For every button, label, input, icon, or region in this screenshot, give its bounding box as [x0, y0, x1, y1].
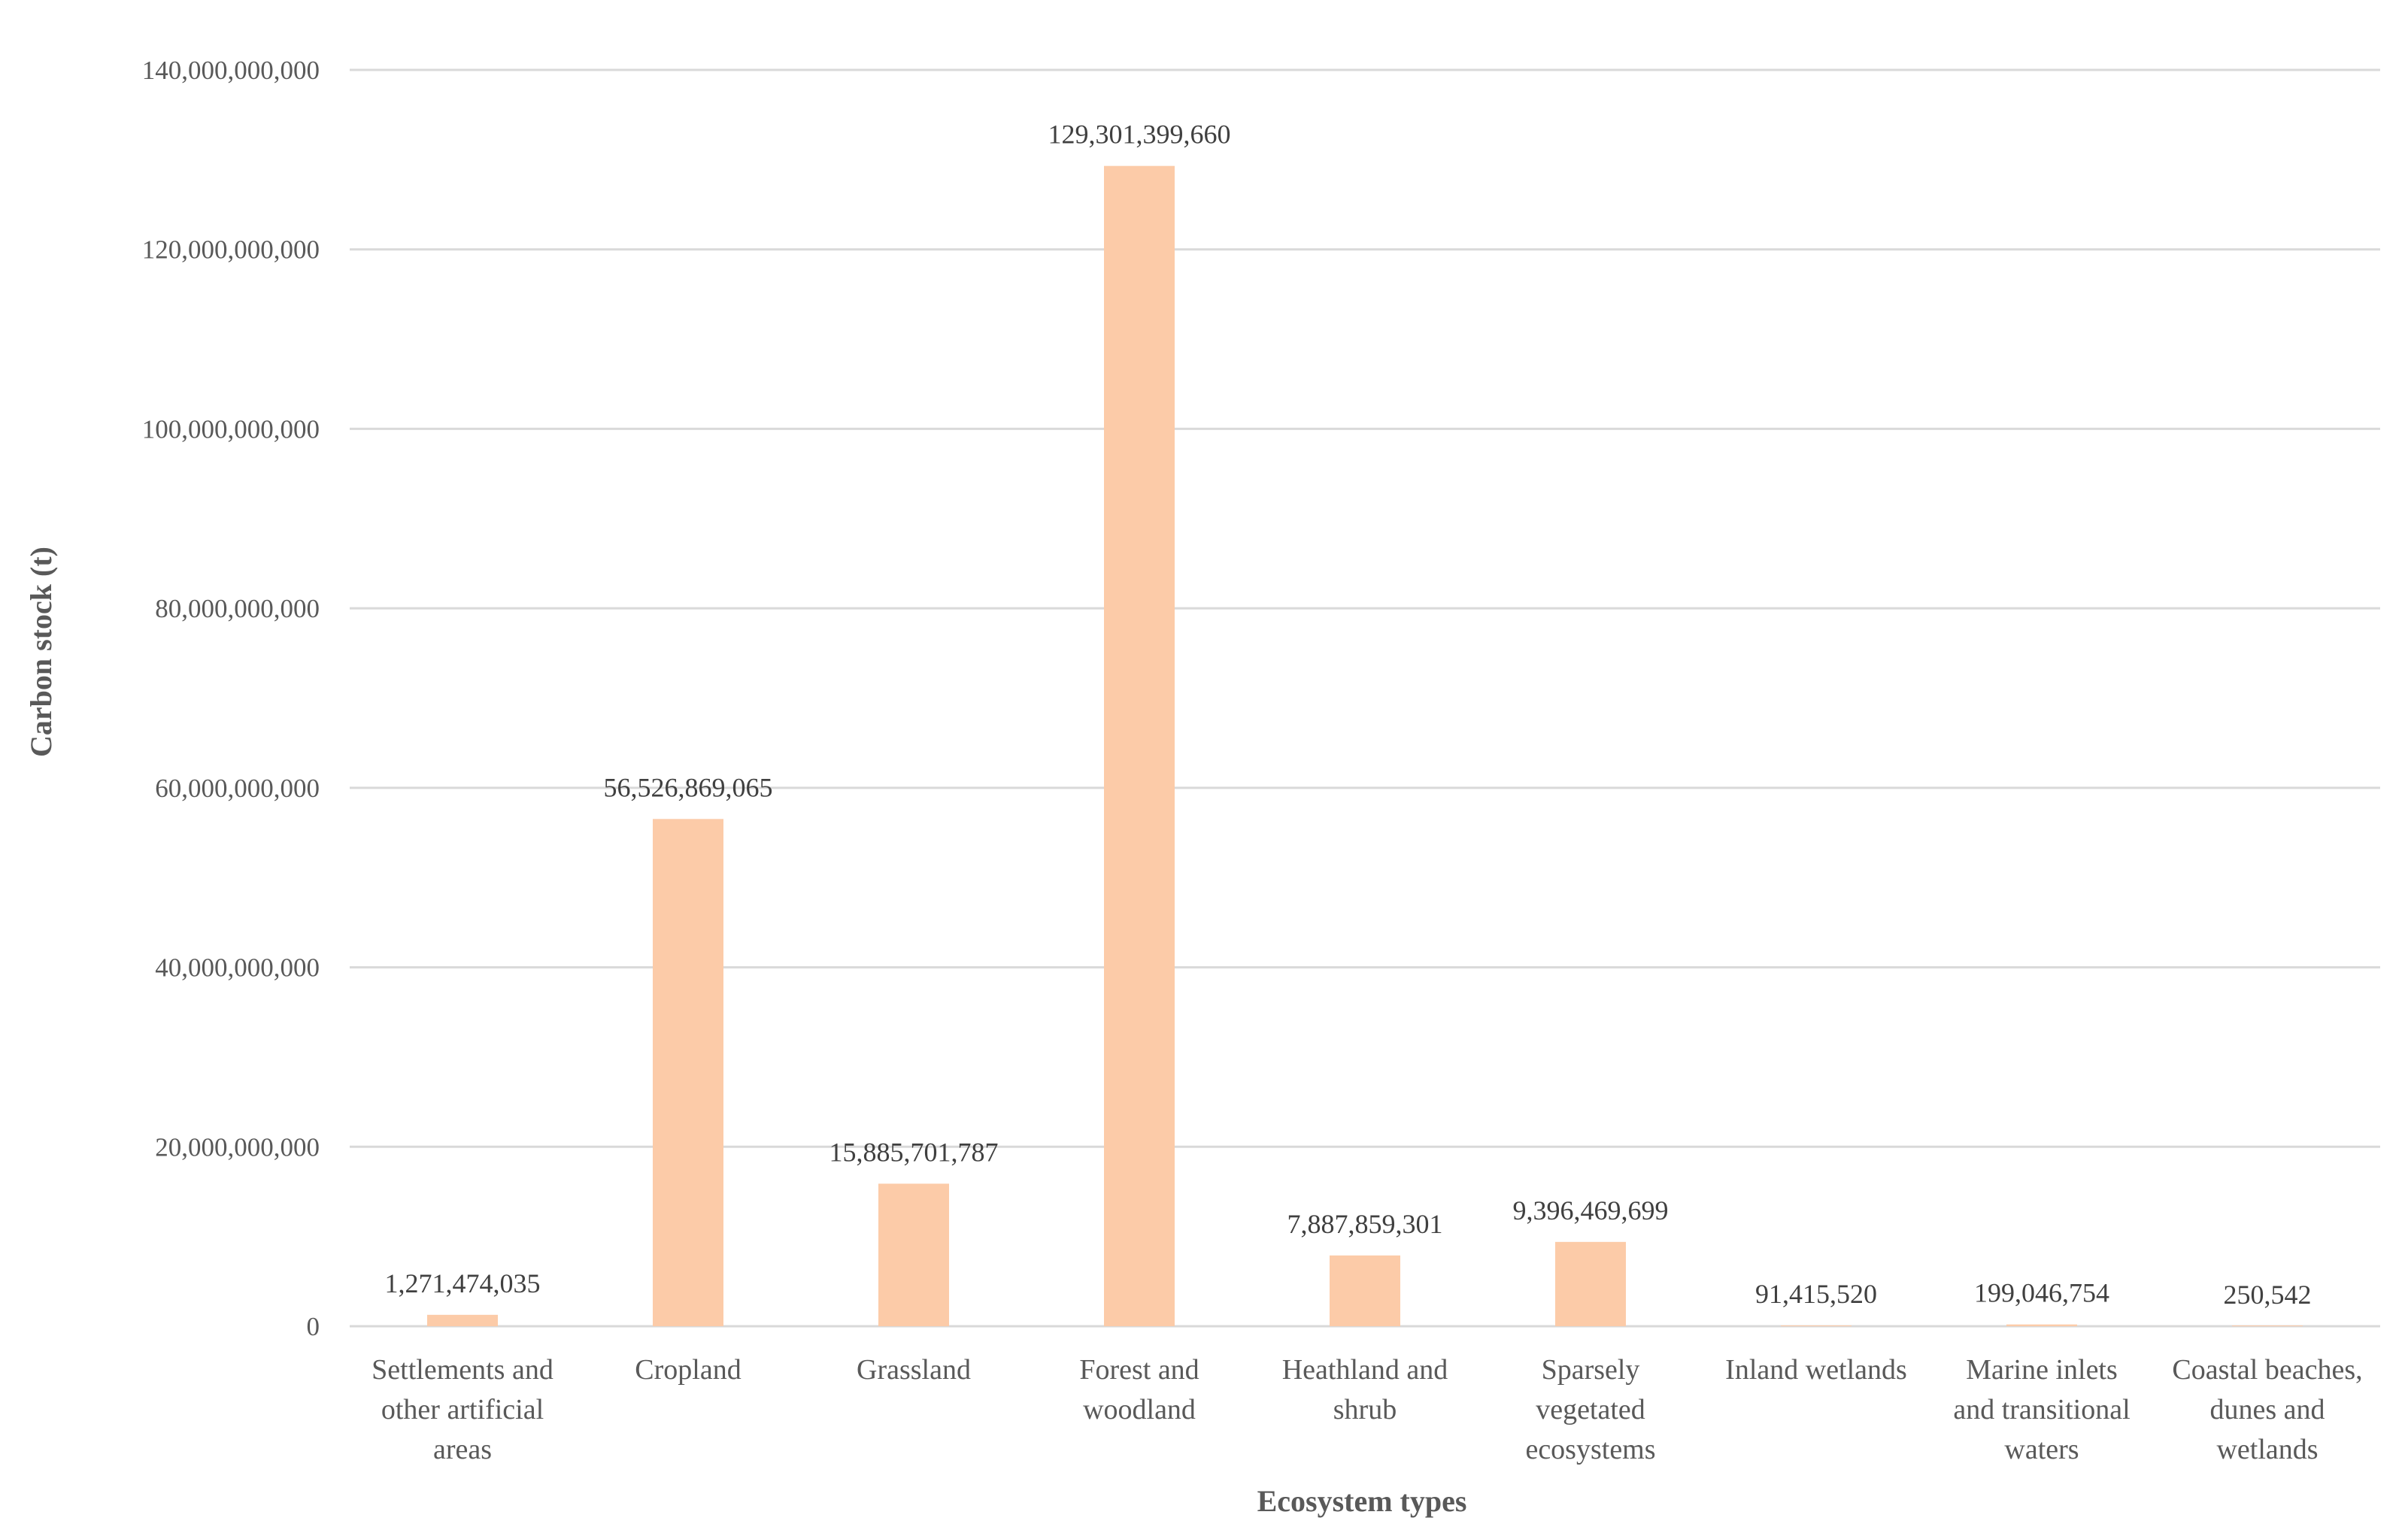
bar: [1330, 1255, 1400, 1326]
data-label: 91,415,520: [1755, 1279, 1877, 1309]
data-label: 56,526,869,065: [604, 772, 773, 802]
y-tick-label: 120,000,000,000: [142, 235, 320, 265]
bars: [427, 165, 2303, 1326]
bar: [2006, 1324, 2077, 1326]
x-category-label: Settlements and other artificial areas: [372, 1354, 553, 1465]
y-tick-label: 40,000,000,000: [155, 953, 320, 983]
x-axis-title: Ecosystem types: [1257, 1484, 1467, 1518]
bar: [878, 1183, 949, 1326]
x-category-label: Coastal beaches, dunes and wetlands: [2172, 1354, 2362, 1465]
y-axis-title: Carbon stock (t): [24, 547, 58, 757]
y-tick-label: 100,000,000,000: [142, 414, 320, 444]
bar: [653, 819, 723, 1326]
x-category-label: Sparsely vegetated ecosystems: [1525, 1354, 1655, 1465]
bar: [1104, 165, 1175, 1326]
x-category-label: Heathland and shrub: [1282, 1354, 1448, 1425]
x-category-label: Forest and woodland: [1079, 1354, 1199, 1425]
data-label: 7,887,859,301: [1287, 1209, 1443, 1239]
data-label: 1,271,474,035: [385, 1268, 541, 1298]
y-axis-ticks: 0 20,000,000,000 40,000,000,000 60,000,000,…: [142, 56, 320, 1341]
data-label: 9,396,469,699: [1513, 1195, 1669, 1225]
y-tick-label: 60,000,000,000: [155, 774, 320, 803]
bar: [1555, 1241, 1626, 1326]
data-label: 199,046,754: [1974, 1278, 2109, 1308]
bar: [1781, 1325, 1851, 1326]
y-tick-label: 140,000,000,000: [142, 56, 320, 85]
data-label: 250,542: [2224, 1280, 2312, 1310]
y-tick-label: 0: [307, 1312, 320, 1341]
x-category-label: Cropland: [635, 1354, 741, 1386]
data-label: 129,301,399,660: [1048, 120, 1231, 150]
data-labels: 1,271,474,035 56,526,869,065 15,885,701,78…: [385, 120, 2312, 1310]
data-label: 15,885,701,787: [829, 1137, 999, 1167]
bar: [427, 1314, 498, 1326]
x-category-label: Grassland: [857, 1354, 971, 1386]
x-category-label: Inland wetlands: [1725, 1354, 1907, 1386]
bar: [2232, 1325, 2303, 1326]
x-axis-categories: Settlements and other artificial areas Crop…: [372, 1354, 2362, 1465]
x-category-label: Marine inlets and transitional waters: [1953, 1354, 2130, 1465]
y-tick-label: 20,000,000,000: [155, 1132, 320, 1162]
y-tick-label: 80,000,000,000: [155, 594, 320, 623]
